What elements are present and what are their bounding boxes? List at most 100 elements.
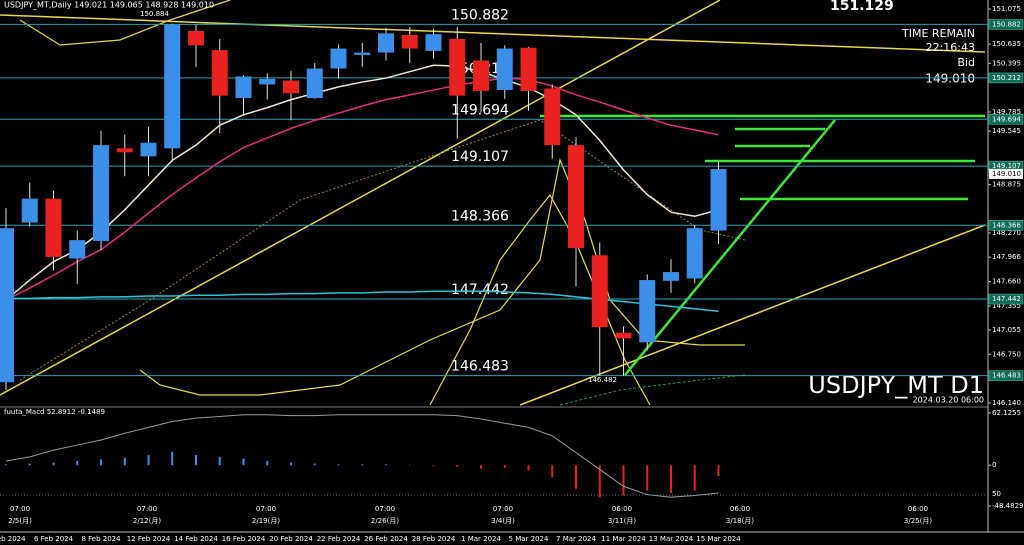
candle-body	[663, 272, 679, 281]
macd-level-label: 50	[992, 490, 1001, 498]
candle-body	[686, 228, 703, 279]
band-line	[559, 374, 746, 406]
week-date: 3/18(月)	[726, 517, 754, 525]
level-axis-box	[988, 114, 1024, 125]
level-axis-box	[988, 370, 1024, 381]
macd-bar	[693, 465, 696, 491]
level-axis-label: 149.694	[992, 115, 1021, 123]
candle-body	[45, 198, 62, 257]
candle-body	[283, 80, 299, 94]
y-tick-label: 148.875	[992, 181, 1021, 189]
level-axis-label: 150.212	[992, 74, 1021, 82]
week-date: 3/4(月)	[491, 517, 515, 525]
macd-label: fuuta_Macd 52.8912 -0.1489	[4, 408, 105, 416]
macd-bar	[480, 465, 482, 469]
macd-bar	[242, 458, 245, 466]
current-price-label: 149.010	[992, 170, 1021, 178]
candle-body	[496, 48, 513, 91]
candle-body	[354, 52, 371, 55]
candle-body	[378, 33, 394, 53]
band-line	[19, 119, 746, 381]
y-tick-label: 146.140	[992, 399, 1021, 407]
candle-body	[140, 142, 157, 157]
week-time: 06:00	[908, 505, 928, 513]
low-label: 146.482	[588, 376, 617, 384]
candle-body	[544, 88, 561, 146]
candle-body	[306, 68, 323, 99]
drawn-objects	[0, 0, 1024, 533]
macd-bar	[527, 465, 530, 471]
y-tick-label: 149.785	[992, 108, 1021, 116]
macd-bar	[575, 465, 577, 489]
band-line	[429, 193, 651, 406]
week-date: 3/11(月)	[608, 517, 636, 525]
level-label: 147.442	[451, 282, 509, 298]
trendline	[0, 14, 986, 53]
macd-bar	[290, 462, 292, 466]
week-time: 06:00	[730, 505, 750, 513]
macd-bar	[123, 457, 126, 466]
week-date: 2/5(月)	[8, 517, 32, 525]
week-time: 07:00	[493, 505, 513, 513]
candle-body	[591, 255, 608, 328]
current-price-box	[989, 168, 1023, 179]
moving-average	[5, 77, 719, 301]
x-tick-label: 22 Feb 2024	[317, 535, 361, 543]
macd-bar	[171, 451, 174, 466]
candle-body	[615, 332, 632, 339]
x-tick-label: 8 Feb 2024	[81, 535, 121, 543]
macd-bar	[28, 463, 31, 466]
candle-body	[116, 148, 133, 153]
candle-body	[235, 76, 252, 99]
candle-body	[259, 78, 276, 85]
macd-bar	[76, 461, 79, 466]
level-axis-label: 149.107	[992, 162, 1021, 170]
y-tick-label: 147.055	[992, 326, 1021, 334]
candle-body	[0, 228, 14, 383]
candle-body	[401, 34, 418, 49]
x-tick-label: 15 Mar 2024	[696, 535, 741, 543]
macd-bar	[598, 465, 601, 498]
x-tick-label: 5 Mar 2024	[509, 535, 549, 543]
x-tick-label: 14 Feb 2024	[174, 535, 218, 543]
y-tick-label: 151.075	[992, 5, 1021, 13]
candle-body	[639, 280, 656, 343]
x-tick-label: 7 Mar 2024	[556, 535, 596, 543]
level-axis-box	[988, 293, 1024, 305]
y-tick-label: 148.270	[992, 229, 1021, 237]
level-label: 146.483	[451, 359, 509, 375]
week-time: 07:00	[10, 505, 30, 513]
level-axis-box	[988, 72, 1024, 84]
week-date: 3/25(月)	[904, 517, 932, 525]
level-axis-label: 150.882	[992, 20, 1021, 28]
level-axis-label: 147.442	[992, 295, 1021, 303]
y-tick-label: 147.355	[992, 302, 1021, 310]
y-tick-label: 147.660	[992, 278, 1021, 286]
macd-signal	[5, 414, 719, 498]
high-label: 150.884	[140, 10, 169, 18]
macd-bar	[337, 464, 340, 466]
week-time: 07:00	[137, 505, 157, 513]
symbol-info: USDJPY_MT,Daily 149.021 149.065 148.928 …	[4, 1, 214, 10]
level-label: 148.366	[451, 208, 509, 224]
macd-bar	[195, 455, 197, 466]
macd-bar	[5, 464, 7, 466]
level-axis-label: 146.483	[992, 372, 1021, 380]
candle-body	[568, 145, 584, 249]
week-date: 2/19(月)	[252, 517, 280, 525]
level-label: 149.694	[451, 102, 509, 118]
week-date: 2/12(月)	[133, 517, 161, 525]
macd-bar	[52, 462, 55, 466]
y-tick-label: 146.750	[992, 350, 1021, 358]
x-tick-label: 26 Feb 2024	[364, 535, 408, 543]
candle-body	[21, 198, 38, 223]
candle-body	[520, 47, 537, 91]
level-label: 150.882	[451, 7, 509, 23]
macd-bar	[218, 456, 221, 466]
x-tick-label: 28 Feb 2024	[412, 535, 456, 543]
x-tick-label: 2 Feb 2024	[0, 535, 26, 543]
week-time: 06:00	[612, 505, 632, 513]
candle-body	[93, 145, 109, 241]
macd-bar	[432, 465, 435, 467]
